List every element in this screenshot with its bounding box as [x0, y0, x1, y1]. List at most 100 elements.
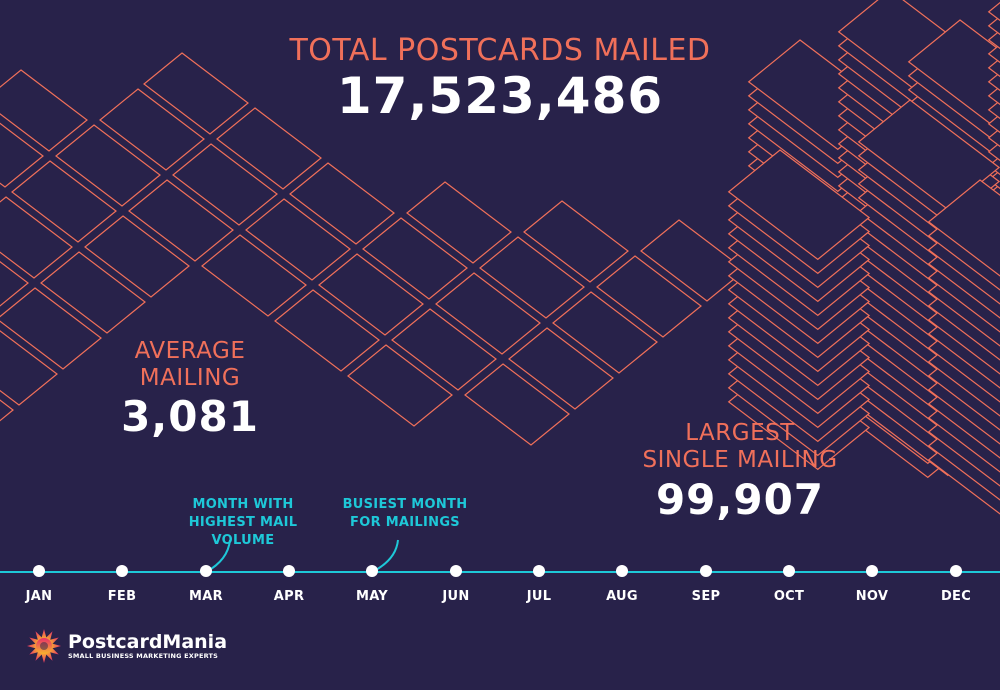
- month-jan: JAN: [9, 565, 69, 604]
- month-oct: OCT: [759, 565, 819, 604]
- logo-tagline: SMALL BUSINESS MARKETING EXPERTS: [68, 651, 219, 660]
- postcard-outline-icon: [987, 57, 1000, 78]
- largest-mailing-value: 99,907: [655, 475, 825, 524]
- postcard-outline-icon: [11, 160, 117, 243]
- month-label: MAY: [355, 589, 389, 604]
- average-mailing-label-line1: AVERAGE: [134, 338, 246, 364]
- month-mar: MAR: [176, 565, 236, 604]
- postcard-outline-icon: [987, 71, 1000, 92]
- average-mailing-label-line2: MAILING: [139, 365, 241, 391]
- postcard-outline-icon: [289, 162, 395, 245]
- callout-highest-volume: MONTH WITH HIGHEST MAIL VOLUME: [158, 496, 328, 550]
- postcard-outline-icon: [40, 251, 146, 334]
- month-dot: [950, 565, 962, 577]
- postcard-outline-icon: [84, 215, 190, 298]
- postcard-outline-icon: [987, 127, 1000, 148]
- postcard-outline-icon: [987, 141, 1000, 162]
- postcard-outline-icon: [0, 261, 29, 307]
- postcard-outline-icon: [596, 255, 702, 338]
- month-feb: FEB: [92, 565, 152, 604]
- postcard-outline-icon: [0, 287, 102, 370]
- total-postcards-stat: TOTAL POSTCARDS MAILED 17,523,486: [250, 33, 750, 125]
- month-dot: [116, 565, 128, 577]
- total-postcards-label: TOTAL POSTCARDS MAILED: [289, 33, 711, 68]
- postcard-outline-icon: [0, 399, 14, 422]
- postcard-outline-icon: [987, 15, 1000, 36]
- postcard-outline-icon: [927, 179, 1000, 277]
- total-postcards-value: 17,523,486: [336, 67, 664, 125]
- postcard-outline-icon: [987, 85, 1000, 106]
- month-label: AUG: [606, 589, 638, 604]
- largest-mailing-stat: LARGEST SINGLE MAILING 99,907: [620, 420, 860, 526]
- month-jul: JUL: [509, 565, 569, 604]
- month-label: SEP: [691, 589, 721, 604]
- month-dot: [450, 565, 462, 577]
- month-dot: [616, 565, 628, 577]
- postcard-outline-icon: [727, 149, 871, 261]
- month-dot: [366, 565, 378, 577]
- largest-mailing-label-line2: SINGLE MAILING: [642, 447, 838, 473]
- postcard-outline-icon: [0, 330, 58, 406]
- postcard-outline-icon: [201, 234, 307, 317]
- postcard-outline-icon: [987, 43, 1000, 64]
- month-label: FEB: [107, 589, 137, 604]
- postcard-outline-icon: [406, 181, 512, 264]
- month-dot: [33, 565, 45, 577]
- postcard-outline-icon: [143, 52, 249, 135]
- month-label: JAN: [25, 589, 53, 604]
- postcard-outline-icon: [0, 69, 88, 152]
- largest-mailing-label-line1: LARGEST: [685, 420, 795, 446]
- month-apr: APR: [259, 565, 319, 604]
- month-nov: NOV: [842, 565, 902, 604]
- postcard-outline-icon: [0, 196, 73, 279]
- month-may: MAY: [342, 565, 402, 604]
- postcard-outline-icon: [318, 253, 424, 336]
- postcard-outline-icon: [362, 217, 468, 300]
- timeline-axis: [0, 571, 1000, 573]
- month-label: JUL: [526, 589, 552, 604]
- postcard-outline-icon: [216, 107, 322, 190]
- postcardmania-logo: PostcardMania SMALL BUSINESS MARKETING E…: [26, 628, 227, 664]
- month-dot: [783, 565, 795, 577]
- callout-line1: MONTH WITH: [192, 497, 294, 512]
- postcard-outline-icon: [172, 143, 278, 226]
- month-dot: [866, 565, 878, 577]
- average-mailing-stat: AVERAGE MAILING 3,081: [100, 338, 280, 442]
- sunburst-flower-icon: [27, 629, 61, 663]
- postcard-outline-icon: [347, 344, 453, 427]
- month-dec: DEC: [926, 565, 986, 604]
- postcard-outline-icon: [99, 88, 205, 171]
- average-mailing-value: 3,081: [121, 392, 259, 441]
- postcard-outline-icon: [987, 113, 1000, 134]
- postcard-outline-icon: [55, 124, 161, 207]
- month-jun: JUN: [426, 565, 486, 604]
- callout-line1: BUSIEST MONTH: [342, 497, 468, 512]
- postcard-outline-icon: [552, 291, 658, 374]
- postcard-outline-icon: [479, 236, 585, 319]
- postcard-outline-icon: [987, 1, 1000, 22]
- postcard-outline-icon: [245, 198, 351, 281]
- month-label: DEC: [940, 589, 972, 604]
- postcard-outline-icon: [640, 219, 746, 302]
- month-label: APR: [273, 589, 305, 604]
- month-label: OCT: [773, 589, 805, 604]
- month-label: JUN: [442, 589, 470, 604]
- postcard-outline-icon: [128, 179, 234, 262]
- month-dot: [533, 565, 545, 577]
- postcard-outline-icon: [0, 122, 44, 188]
- logo-wordmark: PostcardMania: [68, 630, 228, 653]
- month-label: MAR: [189, 589, 223, 604]
- postcard-outline-icon: [523, 200, 629, 283]
- month-sep: SEP: [676, 565, 736, 604]
- month-aug: AUG: [592, 565, 652, 604]
- postcard-outline-icon: [391, 308, 497, 391]
- callout-line2: HIGHEST MAIL VOLUME: [188, 515, 298, 548]
- postcard-outline-icon: [435, 272, 541, 355]
- postcard-outline-icon: [987, 29, 1000, 50]
- month-dot: [283, 565, 295, 577]
- callout-busiest-month: BUSIEST MONTH FOR MAILINGS: [330, 496, 480, 532]
- postcard-outline-icon: [508, 327, 614, 410]
- postcard-outline-icon: [464, 363, 570, 446]
